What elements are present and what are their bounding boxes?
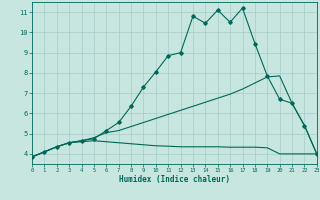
X-axis label: Humidex (Indice chaleur): Humidex (Indice chaleur) [119, 175, 230, 184]
